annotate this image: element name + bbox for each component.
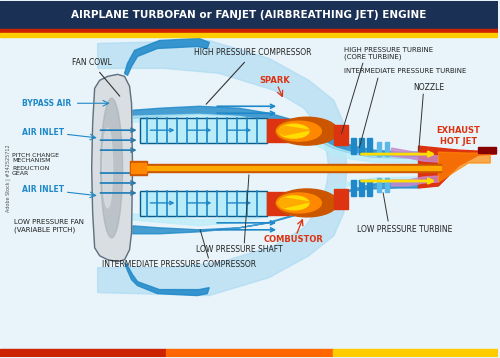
Polygon shape bbox=[392, 148, 438, 162]
Text: AIR INLET: AIR INLET bbox=[22, 128, 64, 137]
Bar bbox=[140, 191, 267, 216]
Text: FAN COWL: FAN COWL bbox=[72, 58, 120, 96]
Text: LOW PRESSURE SHAFT: LOW PRESSURE SHAFT bbox=[196, 245, 282, 254]
Bar bbox=[132, 166, 442, 170]
Text: Adobe Stock | #342525712: Adobe Stock | #342525712 bbox=[6, 144, 12, 212]
Ellipse shape bbox=[279, 196, 309, 210]
Polygon shape bbox=[132, 177, 418, 226]
Bar bbox=[140, 118, 267, 143]
Ellipse shape bbox=[276, 121, 322, 141]
Bar bbox=[0, 1, 498, 29]
Bar bbox=[366, 180, 372, 196]
Bar bbox=[333, 349, 498, 357]
Bar bbox=[130, 163, 146, 173]
Text: REDUCTION
GEAR: REDUCTION GEAR bbox=[12, 166, 50, 176]
Bar bbox=[267, 119, 289, 142]
Ellipse shape bbox=[102, 128, 113, 208]
Polygon shape bbox=[132, 182, 418, 234]
Polygon shape bbox=[277, 126, 309, 135]
Ellipse shape bbox=[279, 124, 309, 138]
Text: PITCH CHANGE
MECHANISM: PITCH CHANGE MECHANISM bbox=[12, 153, 59, 164]
Bar bbox=[0, 33, 498, 37]
Polygon shape bbox=[132, 114, 418, 163]
Text: LOW PRESSURE TURBINE: LOW PRESSURE TURBINE bbox=[356, 225, 452, 234]
Bar bbox=[334, 125, 348, 145]
Bar bbox=[140, 118, 267, 143]
Text: INTERMEDIATE PRESSURE COMPRESSOR: INTERMEDIATE PRESSURE COMPRESSOR bbox=[102, 260, 256, 269]
Bar bbox=[351, 138, 356, 154]
Polygon shape bbox=[132, 106, 418, 158]
Polygon shape bbox=[392, 176, 438, 186]
Text: HIGH PRESSURE COMPRESSOR: HIGH PRESSURE COMPRESSOR bbox=[194, 48, 312, 104]
Text: INTERMEDIATE PRESSURE TURBINE: INTERMEDIATE PRESSURE TURBINE bbox=[344, 68, 466, 74]
Bar bbox=[366, 138, 372, 154]
Bar bbox=[140, 191, 267, 216]
Bar bbox=[384, 142, 388, 156]
Text: AIR INLET: AIR INLET bbox=[22, 185, 64, 194]
Bar bbox=[358, 180, 364, 196]
Bar bbox=[130, 161, 148, 175]
Polygon shape bbox=[277, 198, 309, 208]
Bar bbox=[267, 192, 289, 215]
Ellipse shape bbox=[276, 189, 338, 217]
Polygon shape bbox=[418, 146, 496, 188]
Bar bbox=[0, 29, 498, 33]
Bar bbox=[478, 147, 496, 153]
Polygon shape bbox=[98, 40, 347, 296]
Polygon shape bbox=[124, 39, 210, 76]
Bar bbox=[376, 142, 380, 156]
Text: AIRPLANE TURBOFAN or FANJET (AIRBREATHING JET) ENGINE: AIRPLANE TURBOFAN or FANJET (AIRBREATHIN… bbox=[72, 10, 427, 20]
Bar bbox=[166, 349, 333, 357]
Text: BYPASS AIR: BYPASS AIR bbox=[22, 99, 71, 108]
Polygon shape bbox=[438, 152, 490, 182]
Bar bbox=[0, 349, 166, 357]
Text: NOZZLE: NOZZLE bbox=[414, 83, 444, 92]
Bar bbox=[358, 138, 364, 154]
Bar bbox=[334, 189, 348, 209]
Text: SPARK: SPARK bbox=[260, 76, 290, 85]
Ellipse shape bbox=[100, 98, 122, 238]
Bar bbox=[376, 178, 380, 192]
Ellipse shape bbox=[276, 193, 322, 213]
Text: HIGH PRESSURE TURBINE
(CORE TURBINE): HIGH PRESSURE TURBINE (CORE TURBINE) bbox=[344, 47, 433, 60]
Text: LOW PRESSURE FAN
(VARIABLE PITCH): LOW PRESSURE FAN (VARIABLE PITCH) bbox=[14, 219, 84, 233]
Text: COMBUSTOR: COMBUSTOR bbox=[264, 235, 324, 244]
Bar bbox=[0, 37, 498, 349]
Polygon shape bbox=[92, 74, 132, 262]
Text: EXHAUST
HOT JET: EXHAUST HOT JET bbox=[436, 126, 480, 146]
Polygon shape bbox=[124, 263, 210, 296]
Bar bbox=[384, 178, 388, 192]
Bar bbox=[351, 180, 356, 196]
Bar bbox=[132, 164, 442, 172]
Ellipse shape bbox=[276, 117, 338, 145]
